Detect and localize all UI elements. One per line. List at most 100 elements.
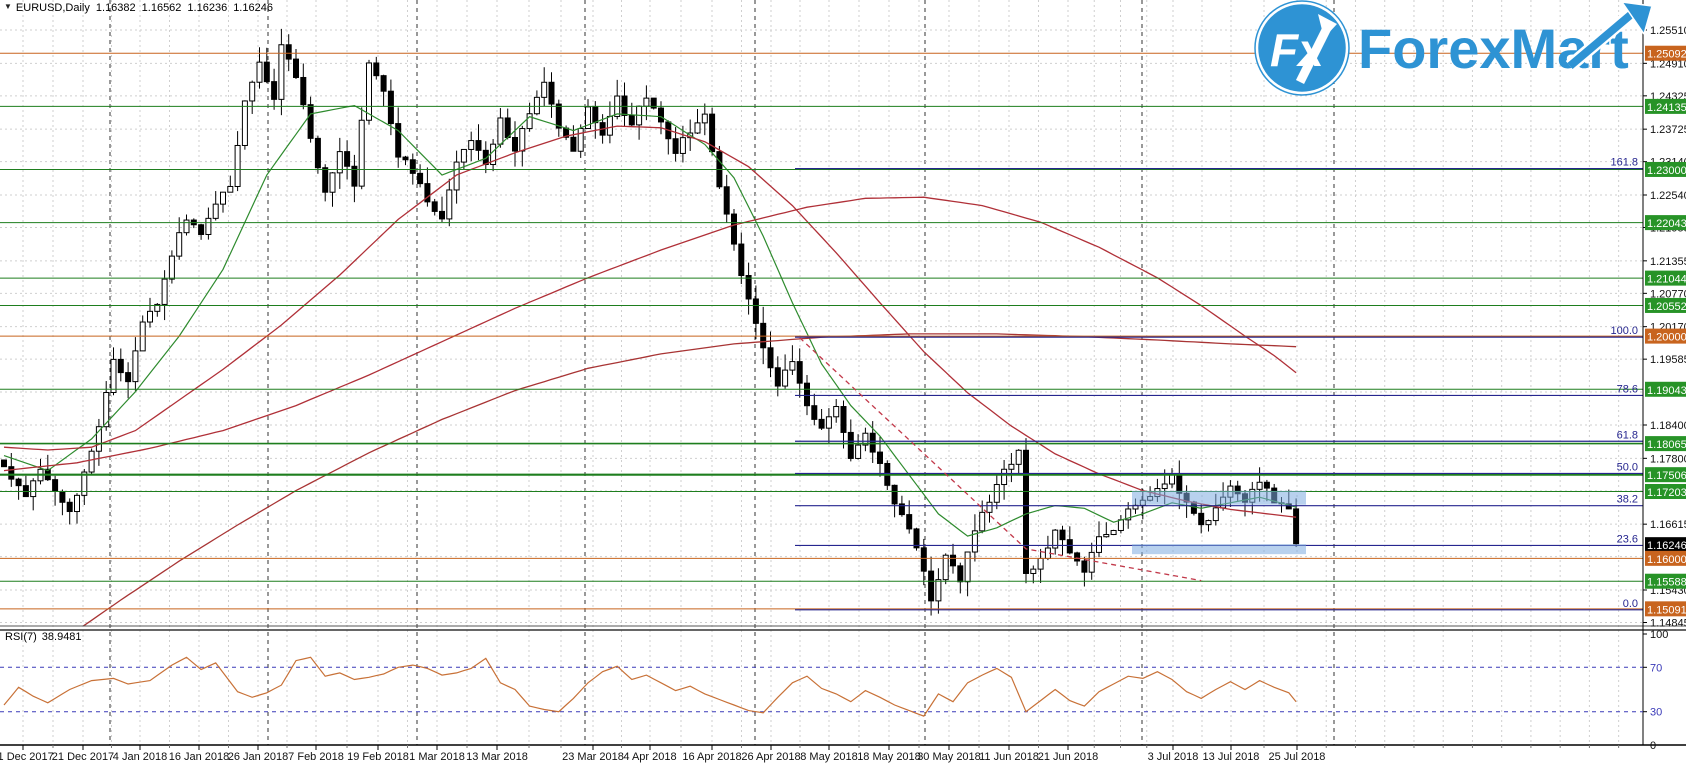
price-badge-label: 1.16000 [1647, 554, 1686, 566]
moving-averages [3, 104, 1297, 626]
rsi-scale-label: 0 [1650, 740, 1656, 752]
price-badge-label: 1.19043 [1647, 385, 1686, 397]
price-tick-label: 1.20770 [1650, 288, 1686, 300]
date-tick-label: 13 Mar 2018 [466, 751, 528, 763]
date-tick-label: 1 Mar 2018 [409, 751, 465, 763]
price-badge-label: 1.18065 [1647, 439, 1686, 451]
rsi-scale-label: 100 [1650, 629, 1668, 641]
price-badge-1.21044 [1645, 270, 1686, 286]
chevron-down-icon[interactable]: ▼ [4, 2, 12, 11]
price-badge-1.15588 [1645, 573, 1686, 589]
fib-label: 23.6 [1617, 533, 1638, 545]
price-badge-1.20552 [1645, 297, 1686, 313]
date-tick-label: 25 Jul 2018 [1269, 751, 1326, 763]
rsi-pane [0, 666, 1643, 713]
date-tick-label: 23 Mar 2018 [562, 751, 624, 763]
level-lines [0, 52, 1643, 610]
date-tick-label: 3 Jul 2018 [1148, 751, 1199, 763]
price-badge-1.17203 [1645, 484, 1686, 499]
date-tick-label: 21 Jun 2018 [1038, 751, 1099, 763]
price-tick-label: 1.17800 [1650, 453, 1686, 465]
price-badge-1.19043 [1645, 381, 1686, 397]
price-badge-1.15091 [1645, 601, 1686, 617]
price-badge-1.18065 [1645, 436, 1686, 452]
rsi-line [3, 656, 1297, 717]
vertical-gridlines [22, 0, 1620, 745]
horizontal-gridlines [0, 29, 1643, 623]
price-tick-label: 1.23725 [1650, 124, 1686, 136]
logo-m-arrow-icon [1565, 1, 1653, 71]
ohlc-high: 1.16562 [141, 2, 182, 14]
fib-label: 161.8 [1610, 157, 1638, 169]
price-badge-1.17506 [1645, 467, 1686, 483]
ma-green-fast [3, 104, 1297, 537]
rsi-scale-label: 70 [1650, 662, 1662, 674]
date-tick-label: 4 Apr 2018 [623, 751, 676, 763]
chart-title-bar: ▼ EURUSD,Daily 1.16382 1.16562 1.16236 1.1624… [4, 2, 279, 14]
date-tick-label: 30 May 2018 [917, 751, 981, 763]
ma-red-medium [3, 125, 1297, 518]
ma-red-slowest [82, 333, 1297, 626]
date-tick-label: 26 Apr 2018 [741, 751, 800, 763]
price-badge-label: 1.21044 [1647, 274, 1686, 286]
price-tick-label: 1.14845 [1650, 618, 1686, 630]
price-badge-label: 1.16246 [1647, 540, 1686, 552]
price-badge-label: 1.17506 [1647, 470, 1686, 482]
rsi-value: 38.9481 [41, 631, 82, 643]
fibonacci-retracement: 161.8 100.0 78.6 61.8 50.0 38.2 23.6 0.0 [795, 157, 1643, 611]
symbol-timeframe-label: EURUSD,Daily [15, 2, 90, 14]
date-tick-label: 18 May 2018 [857, 751, 921, 763]
price-badge-label: 1.15091 [1647, 604, 1686, 616]
date-tick-label: 7 Feb 2018 [288, 751, 344, 763]
price-badge-1.22043 [1645, 215, 1686, 231]
price-tick-label: 1.16615 [1650, 519, 1686, 531]
price-tick-label: 1.24910 [1650, 58, 1686, 70]
price-badge-1.25092 [1645, 45, 1686, 61]
price-tick-label: 1.21355 [1650, 256, 1686, 268]
fib-label: 38.2 [1617, 494, 1638, 506]
date-tick-label: 11 Dec 2017 [0, 751, 54, 763]
fib-label: 78.6 [1617, 383, 1638, 395]
pane-borders [0, 0, 1686, 746]
date-tick-label: 16 Jan 2018 [169, 751, 230, 763]
date-tick-label: 13 Jul 2018 [1203, 751, 1260, 763]
date-tick-label: 8 May 2018 [800, 751, 857, 763]
rsi-scale-label: 30 [1650, 707, 1662, 719]
rsi-indicator-label: RSI(7) 38.9481 [5, 631, 87, 643]
logo-arrow-icon [1295, 14, 1337, 85]
price-badge-1.23000 [1645, 161, 1686, 177]
trend-line[interactable] [799, 337, 1202, 582]
price-badge-1.16246 [1645, 537, 1686, 553]
ohlc-open: 1.16382 [95, 2, 136, 14]
date-tick-label: 4 Jan 2018 [113, 751, 167, 763]
price-tick-label: 1.19585 [1650, 354, 1686, 366]
price-tick-label: 1.22540 [1650, 190, 1686, 202]
ohlc-low: 1.16236 [187, 2, 228, 14]
date-tick-label: 21 Dec 2017 [52, 751, 114, 763]
ohlc-close: 1.16246 [233, 2, 273, 14]
date-tick-label: 26 Jan 2018 [228, 751, 289, 763]
logo-circle-ring [1254, 0, 1350, 96]
date-tick-label: 19 Feb 2018 [347, 751, 409, 763]
price-axis[interactable]: 1.255101.249101.243251.237251.231401.225… [1643, 25, 1686, 630]
price-badge-1.20000 [1645, 328, 1686, 344]
price-tick-label: 1.25510 [1650, 25, 1686, 37]
fib-label: 61.8 [1617, 429, 1638, 441]
ma-red-slow [3, 196, 1297, 472]
fib-label: 100.0 [1610, 325, 1638, 337]
price-badge-label: 1.20552 [1647, 301, 1686, 313]
rsi-scale[interactable]: 100 70 30 0 [1643, 629, 1668, 752]
candles-series [1, 28, 1300, 616]
date-tick-label: 11 Jun 2018 [979, 751, 1039, 763]
price-tick-label: 1.18400 [1650, 420, 1686, 432]
highlight-zones [1132, 490, 1306, 555]
date-tick-label: 16 Apr 2018 [682, 751, 741, 763]
price-badge-label: 1.25092 [1647, 49, 1686, 61]
price-badge-1.24135 [1645, 98, 1686, 114]
price-badge-label: 1.24135 [1647, 102, 1686, 114]
price-badge-label: 1.15588 [1647, 577, 1686, 589]
price-badge-label: 1.20000 [1647, 332, 1686, 344]
price-badge-label: 1.23000 [1647, 165, 1686, 177]
